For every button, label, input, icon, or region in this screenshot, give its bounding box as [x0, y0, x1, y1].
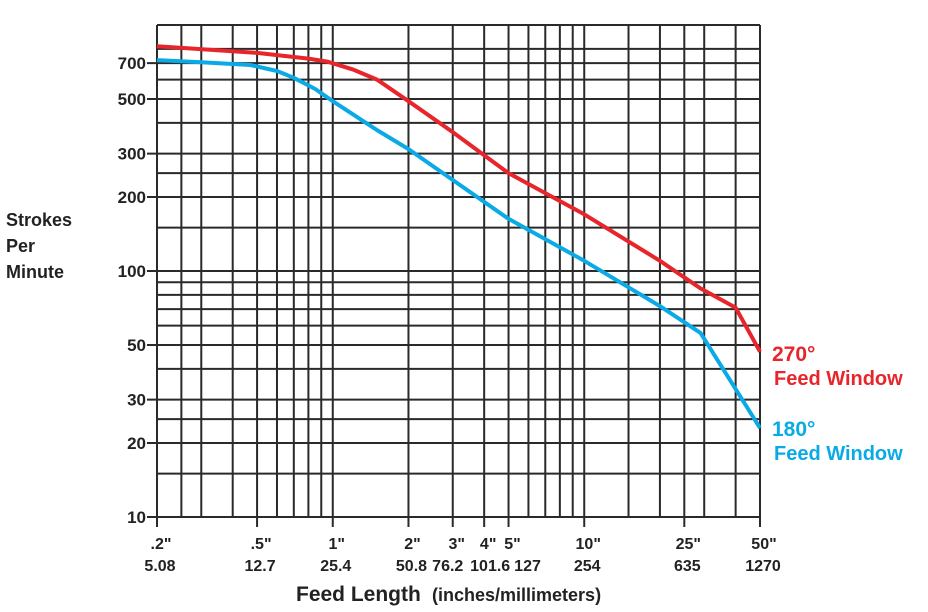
series-line: [156, 58, 762, 430]
y-tick-label: 30: [127, 391, 146, 410]
y-label-line: Per: [6, 236, 35, 256]
legend-270: 270° Feed Window: [772, 343, 903, 390]
y-label-line: Strokes: [6, 210, 72, 230]
x-tick-label-inch: 1": [329, 536, 345, 553]
x-tick-label-inch: 5": [504, 536, 520, 553]
x-tick-labels: .2" 5.08 .5" 12.7 1" 25.4 2" 50.8 3" 76.2 4" 101.6 5…: [144, 536, 780, 575]
grid: [147, 24, 761, 527]
legend-270-degrees: 270°: [772, 343, 815, 366]
x-tick-label-inch: 50": [751, 536, 776, 553]
legend-180-feed-window: Feed Window: [774, 443, 903, 465]
x-tick-label-mm: 25.4: [320, 558, 351, 575]
y-tick-label: 200: [118, 188, 146, 207]
x-tick-label-inch: 3": [449, 536, 465, 553]
y-tick-label: 10: [127, 508, 146, 527]
x-tick-label-mm: 1270: [745, 558, 781, 575]
x-tick-label-mm: 101.6: [470, 558, 510, 575]
x-tick-label-inch: 2": [404, 536, 420, 553]
x-label-units: (inches/millimeters): [432, 585, 601, 605]
y-tick-label: 300: [118, 145, 146, 164]
y-tick-label: 100: [118, 262, 146, 281]
y-tick-label: 20: [127, 434, 146, 453]
y-tick-label: 500: [118, 90, 146, 109]
x-tick-label-inch: 10": [576, 536, 601, 553]
x-tick-label-mm: 635: [674, 558, 701, 575]
y-tick-label: 50: [127, 336, 146, 355]
y-label-line: Minute: [6, 262, 64, 282]
x-tick-label-inch: 25": [676, 536, 701, 553]
x-tick-label-mm: 254: [574, 558, 601, 575]
legend-180: 180° Feed Window: [772, 418, 903, 465]
y-tick-label: 700: [118, 54, 146, 73]
x-tick-label-inch: .2": [151, 536, 172, 553]
series-line: [156, 44, 762, 353]
x-tick-label-inch: 4": [480, 536, 496, 553]
y-tick-labels: 700 500 300 200 100 50 30 20 10: [118, 54, 146, 527]
x-tick-label-mm: 76.2: [432, 558, 463, 575]
x-tick-label-inch: .5": [251, 536, 272, 553]
x-tick-label-mm: 127: [514, 558, 541, 575]
x-tick-label-mm: 50.8: [396, 558, 427, 575]
y-axis-label: Strokes Per Minute: [6, 210, 72, 282]
series-lines: [156, 44, 762, 430]
x-tick-label-mm: 12.7: [244, 558, 275, 575]
x-tick-label-mm: 5.08: [144, 558, 175, 575]
legend-180-degrees: 180°: [772, 418, 815, 441]
x-axis-label: Feed Length (inches/millimeters): [296, 583, 601, 606]
x-label: Feed Length: [296, 583, 421, 606]
legend-270-feed-window: Feed Window: [774, 368, 903, 390]
